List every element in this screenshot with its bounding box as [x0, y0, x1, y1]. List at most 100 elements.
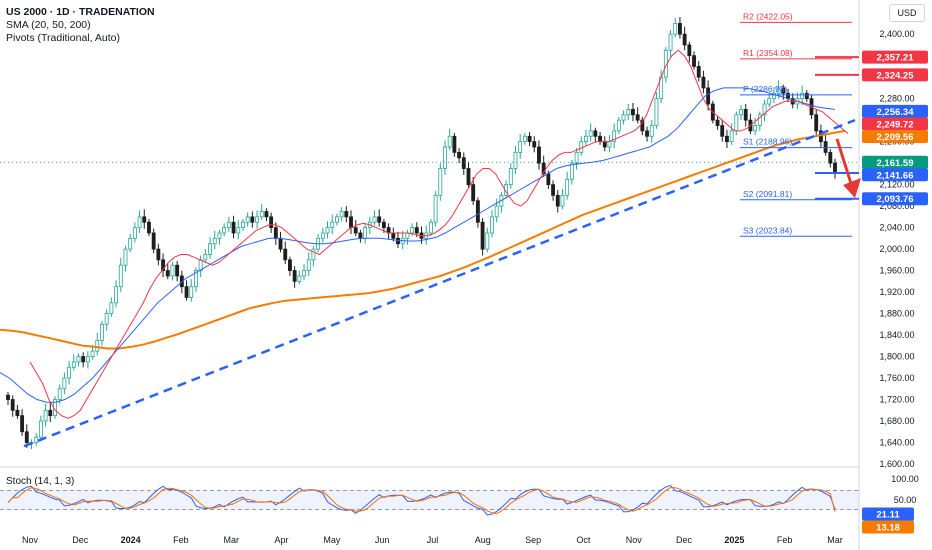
y-tick-label: 1,840.00 [879, 330, 914, 340]
y-tick-label: 1,720.00 [879, 395, 914, 405]
candle-body [62, 377, 67, 390]
candle-body [804, 92, 809, 100]
candle-body [57, 388, 62, 400]
candle-body [668, 33, 673, 51]
candle-body [678, 23, 682, 35]
candle-body [278, 237, 283, 250]
candle-body [184, 286, 189, 298]
candle-body [569, 162, 574, 180]
pivots-indicator-label[interactable]: Pivots (Traditional, Auto) [6, 32, 120, 44]
price-label-box [862, 192, 928, 206]
candle-body [34, 436, 39, 443]
candle-body [43, 409, 48, 422]
candle-body [292, 270, 297, 282]
candle-body [255, 216, 259, 223]
candle-body [593, 130, 598, 137]
price-label-box [862, 168, 928, 182]
candle-body [612, 130, 617, 143]
candle-body [396, 237, 400, 245]
candle-body [208, 243, 212, 255]
candle-body [161, 259, 165, 271]
price-axis[interactable]: 2,400.002,360.002,320.002,280.002,240.00… [862, 29, 928, 469]
candle-body [175, 264, 180, 277]
time-axis[interactable]: Nov Dec 2024 Feb Mar Apr May Jun Jul Aug Sep Oct Nov… [22, 535, 843, 545]
candle-body [90, 350, 95, 357]
candle-body [48, 409, 53, 417]
candle-body [475, 200, 480, 223]
candle-body [334, 216, 339, 223]
y-tick-label: 1,800.00 [879, 352, 914, 362]
candle-body [414, 227, 419, 234]
price-label-text: 2,093.76 [877, 194, 914, 205]
x-tick-label: Aug [475, 535, 491, 545]
candle-body [532, 141, 537, 148]
candle-body [734, 114, 739, 132]
candle-body [226, 221, 231, 228]
candle-body [15, 409, 20, 417]
sma200-line [0, 129, 846, 350]
price-label-box [862, 68, 928, 82]
currency-button[interactable]: USD [889, 4, 925, 22]
candle-body [95, 340, 100, 352]
trendline-dashed [23, 118, 856, 448]
pivot-p-label: P (2286.93) [743, 84, 787, 94]
candle-body [222, 227, 227, 234]
sma-indicator-label[interactable]: SMA (20, 50, 200) [6, 19, 91, 31]
price-label-box [862, 117, 928, 131]
candle-body [137, 216, 142, 228]
x-tick-label: Oct [576, 535, 591, 545]
candle-body [269, 216, 274, 228]
candle-body [353, 227, 358, 234]
candle-body [447, 135, 452, 148]
candle-body [109, 302, 114, 314]
candle-body [128, 237, 133, 250]
candle-body [757, 114, 762, 126]
candle-body [584, 135, 588, 143]
pivot-s3-label: S3 (2023.84) [743, 225, 792, 235]
price-pane[interactable]: R2 (2422.05) R1 (2354.08) P (2286.93) S1 (2… [0, 11, 859, 449]
candle-body [654, 98, 659, 126]
candle-body [132, 227, 137, 239]
candle-body [522, 135, 527, 143]
x-tick-label: Feb [173, 535, 189, 545]
candle-body [800, 92, 805, 100]
price-label-text: 2,249.72 [877, 119, 914, 130]
candle-body [259, 211, 264, 218]
candle-body [621, 114, 626, 121]
candle-body [518, 141, 523, 153]
candle-body [241, 221, 245, 228]
candle-body [81, 356, 86, 363]
stoch-label-text: 13.18 [876, 523, 900, 534]
price-label-text: 2,161.59 [877, 158, 914, 169]
candle-body [602, 141, 607, 148]
candle-body [344, 211, 349, 218]
candle-body [104, 313, 109, 325]
candle-body [692, 55, 696, 67]
stochastic-legend[interactable]: Stoch (14, 1, 3) [6, 476, 75, 487]
pivot-s1-label: S1 (2188.96) [743, 137, 792, 147]
candle-body [461, 157, 466, 169]
stoch-label-text: 21.11 [876, 510, 900, 521]
candle-body [682, 33, 687, 46]
x-tick-label: Apr [275, 535, 289, 545]
candle-body [443, 146, 447, 169]
y-tick-label: 1,600.00 [879, 459, 914, 469]
y-tick-label: 1,760.00 [879, 373, 914, 383]
candle-body [325, 227, 330, 234]
candle-body [283, 248, 288, 261]
projection-arrow-head [843, 177, 861, 198]
candle-body [579, 141, 584, 153]
x-tick-label: Sep [525, 535, 541, 545]
price-label-box [862, 129, 928, 143]
candle-body [687, 44, 692, 57]
candle-body [38, 420, 43, 438]
candle-body [649, 125, 654, 137]
candle-body [724, 135, 729, 143]
candle-body [85, 356, 90, 363]
candle-body [551, 184, 555, 196]
candle-body [349, 216, 353, 228]
candle-body [372, 216, 377, 223]
symbol-title[interactable]: US 2000 · 1D · TRADENATION [6, 6, 155, 18]
